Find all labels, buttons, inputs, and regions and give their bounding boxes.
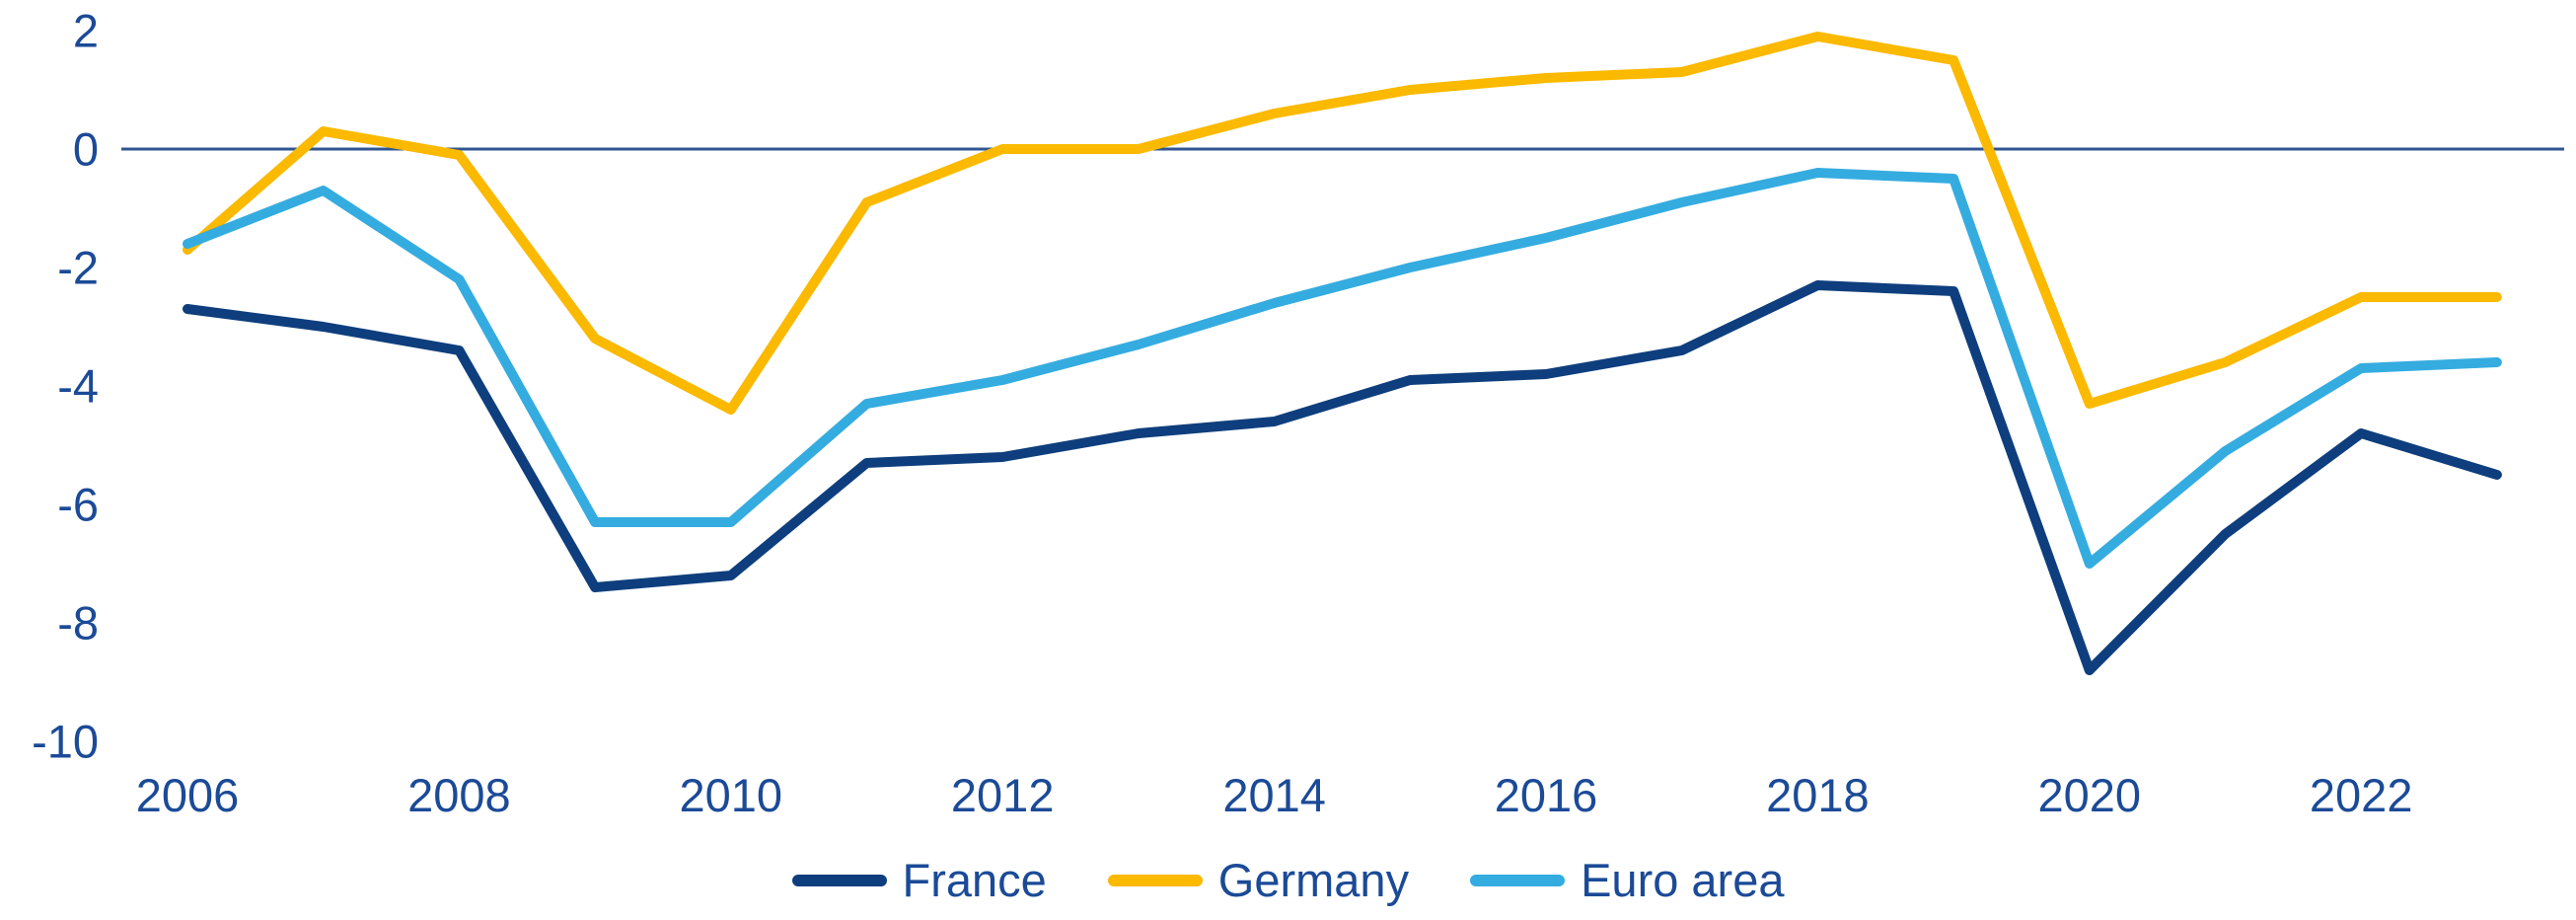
series-lines [183,32,2502,675]
y-tick-label: 2 [73,4,99,56]
france-line-swatch-icon [791,874,887,886]
x-tick-label: 2012 [951,769,1055,821]
euro-area-line [183,168,2502,569]
legend-label-germany: Germany [1217,854,1410,906]
legend-item-germany: Germany [1107,854,1410,906]
legend-item-france: France [791,854,1047,906]
x-tick-label: 2020 [2038,769,2142,821]
legend-label-france: France [902,854,1047,906]
x-tick-label: 2018 [1766,769,1870,821]
x-tick-label: 2022 [2310,769,2413,821]
y-tick-label: -6 [57,478,99,530]
y-tick-label: -2 [57,241,99,293]
france-line [183,280,2502,675]
y-tick-label: -8 [57,596,99,649]
y-tick-label: -10 [32,715,99,767]
y-tick-label: 0 [73,122,99,175]
germany-line [183,32,2502,415]
legend-item-euro-area: Euro area [1470,857,1784,903]
x-tick-label: 2016 [1495,769,1598,821]
y-axis: 2 0 -2 -4 -6 -8 -10 [32,4,99,767]
x-axis: 2006 2008 2010 2012 2014 2016 2018 2020 … [136,769,2413,821]
euro-area-line-swatch-icon [1470,874,1566,886]
legend-label-euro-area: Euro area [1581,854,1785,906]
germany-line-swatch-icon [1107,874,1203,886]
x-tick-label: 2014 [1222,769,1326,821]
y-tick-label: -4 [57,359,99,412]
x-tick-label: 2010 [680,769,783,821]
legend: France Germany Euro area [791,854,1784,906]
x-tick-label: 2006 [136,769,240,821]
x-tick-label: 2008 [407,769,511,821]
